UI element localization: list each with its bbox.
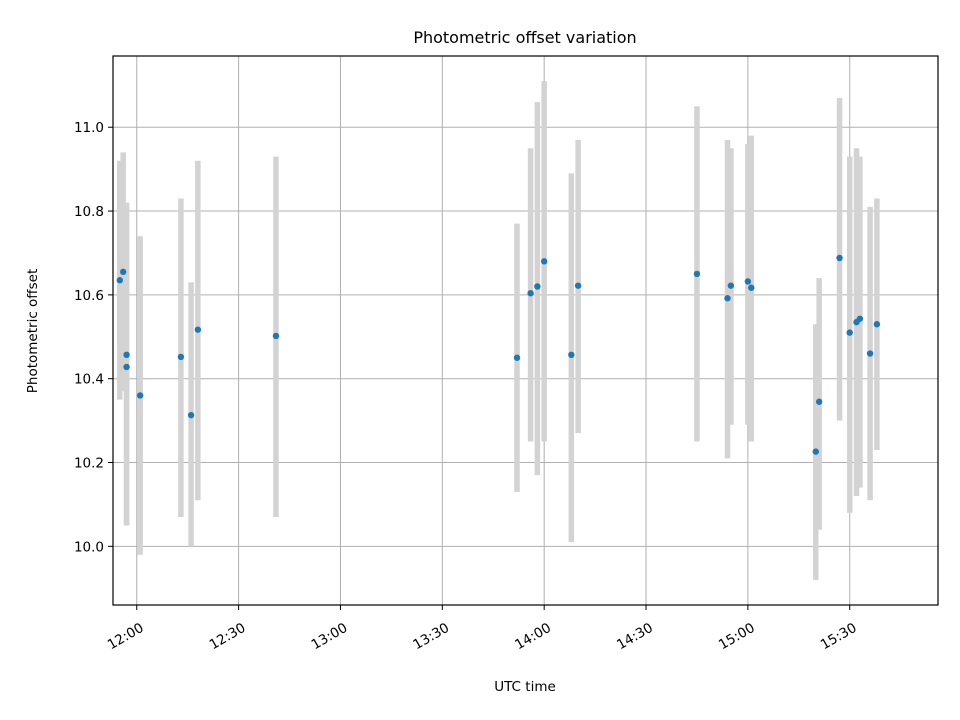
data-point — [873, 321, 881, 328]
y-tick-label: 10.0 — [74, 539, 104, 555]
data-point — [513, 354, 521, 361]
data-point — [119, 268, 127, 276]
data-point — [534, 283, 541, 290]
x-axis-label: UTC time — [494, 679, 556, 695]
data-points — [116, 254, 881, 455]
y-tick-label: 10.2 — [74, 456, 104, 472]
data-point — [568, 351, 575, 359]
data-point — [846, 329, 853, 336]
data-point — [272, 332, 280, 340]
data-point — [815, 398, 823, 405]
data-point — [123, 363, 130, 371]
data-point — [177, 353, 185, 361]
y-axis-label: Photometric offset — [25, 269, 41, 393]
y-tick-label: 10.6 — [74, 288, 104, 304]
y-tick-label: 11.0 — [74, 120, 104, 136]
data-point — [724, 295, 731, 302]
data-point — [527, 290, 534, 297]
y-axis-ticks: 10.0 10.2 10.4 10.6 10.8 11.0 — [74, 120, 113, 555]
data-point — [123, 351, 130, 359]
data-point — [866, 350, 874, 357]
data-point — [187, 411, 195, 419]
plot-frame — [112, 55, 939, 606]
chart-title: Photometric offset variation — [413, 28, 636, 47]
data-point — [540, 258, 548, 265]
data-point — [136, 392, 144, 399]
data-point — [194, 326, 202, 333]
data-point — [836, 254, 843, 262]
data-point — [748, 284, 755, 291]
data-point — [574, 282, 582, 289]
data-point — [744, 278, 752, 285]
y-tick-label: 10.8 — [74, 204, 104, 220]
y-tick-label: 10.4 — [74, 372, 104, 388]
data-point — [693, 270, 701, 278]
data-point — [116, 277, 123, 284]
data-point — [727, 282, 735, 289]
data-point — [856, 315, 864, 322]
data-point — [812, 448, 819, 455]
